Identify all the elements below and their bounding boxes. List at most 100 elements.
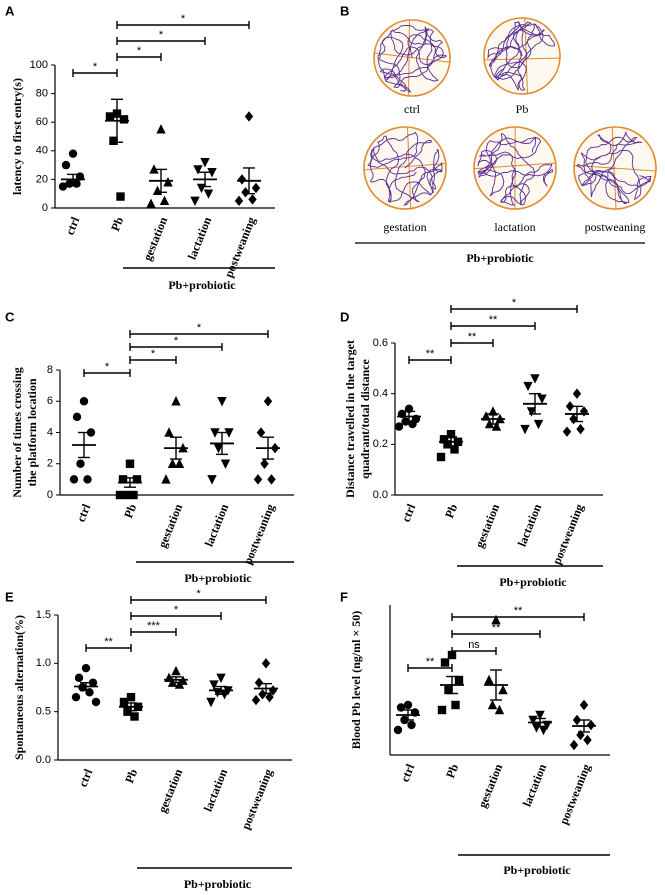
data-point [149, 164, 159, 174]
arena-axis [408, 19, 410, 97]
data-point [491, 421, 502, 431]
data-point [436, 452, 446, 462]
sem-bar [534, 717, 546, 728]
sem-bar [67, 173, 79, 186]
data-point [586, 719, 596, 731]
data-point [562, 426, 572, 437]
panel-letter: E [5, 589, 14, 604]
y-axis-label: Blood Pb level (ng/ml × 50) [349, 611, 363, 750]
sem-bar [124, 477, 136, 488]
y-tick-label: 0.4 [373, 388, 388, 400]
data-point [258, 689, 267, 700]
data-point [244, 111, 254, 122]
arena-axis [483, 57, 561, 61]
data-point [253, 474, 263, 485]
data-point [164, 427, 174, 437]
significance-label: * [174, 335, 179, 347]
arena-axis [406, 126, 412, 210]
data-point [251, 182, 261, 194]
group-label: Pb+probiotic [184, 877, 252, 891]
y-axis-label: the platform location [25, 378, 39, 486]
data-point [193, 165, 203, 175]
data-point [394, 422, 404, 431]
sem-bar [170, 436, 182, 460]
swim-path [477, 132, 554, 206]
data-point [65, 179, 74, 188]
x-tick-label: Pb [443, 762, 461, 781]
data-point [174, 458, 185, 468]
group-label: Pb+probiotic [184, 571, 252, 585]
arena-axis [524, 17, 528, 95]
x-tick-label: gestation [155, 502, 185, 550]
data-point [72, 412, 82, 422]
data-point [220, 459, 231, 469]
data-point [237, 174, 247, 185]
data-point [530, 374, 540, 384]
significance-label: ** [104, 636, 113, 648]
data-point [437, 705, 447, 715]
data-point [251, 694, 261, 706]
data-point [248, 194, 257, 205]
data-point [81, 663, 91, 673]
y-tick-label: 6 [47, 395, 53, 407]
sem-bar [125, 702, 137, 712]
y-tick-label: 40 [36, 145, 48, 157]
data-point [122, 490, 131, 500]
x-tick-label: lactation [185, 215, 215, 262]
swim-path [367, 131, 443, 206]
data-point [261, 658, 271, 669]
data-point [538, 725, 549, 736]
data-point [444, 685, 453, 695]
arena-label: Pb [516, 102, 529, 116]
significance-label: ** [426, 348, 435, 360]
data-point [267, 474, 276, 485]
data-point [161, 474, 171, 484]
data-point [217, 397, 227, 407]
data-point [119, 115, 129, 124]
data-point [451, 700, 460, 710]
x-tick-label: postweaning [238, 767, 275, 832]
sem-bar [490, 669, 502, 701]
data-point [200, 158, 210, 168]
swim-path [487, 20, 555, 91]
x-tick-label: lactation [201, 767, 231, 814]
data-point [125, 459, 135, 468]
significance-label: * [93, 61, 98, 73]
significance-label: ** [489, 314, 498, 326]
data-point [498, 684, 508, 695]
significance-label: * [105, 361, 110, 373]
significance-label: ns [468, 639, 480, 651]
data-point [171, 396, 181, 406]
data-point [224, 428, 234, 438]
x-tick-label: gestation [475, 762, 505, 810]
panel-letter: B [340, 3, 349, 18]
sem-bar [445, 436, 457, 448]
x-tick-label: postweaning [556, 762, 593, 827]
y-tick-label: 0 [47, 489, 53, 501]
data-point [71, 692, 81, 702]
data-point [484, 674, 494, 685]
significance-label: * [159, 29, 164, 41]
data-point [407, 720, 416, 730]
arena-label: gestation [383, 220, 426, 234]
y-tick-label: 1.5 [36, 609, 51, 621]
x-tick-label: postweaning [221, 215, 258, 280]
y-tick-label: 100 [30, 59, 48, 71]
data-point [116, 192, 125, 201]
x-tick-label: Pb [442, 502, 460, 521]
data-point [171, 665, 181, 676]
sem-bar [215, 685, 227, 695]
sem-bar [80, 681, 92, 692]
data-point [234, 195, 244, 207]
x-tick-label: gestation [140, 215, 170, 263]
y-axis-label: Spontaneous alternation(%) [12, 615, 26, 760]
sem-bar [403, 410, 415, 423]
sem-bar [402, 709, 414, 721]
sem-bar [487, 413, 499, 425]
data-point [69, 475, 79, 484]
sem-bar [578, 719, 590, 733]
data-point [487, 699, 498, 710]
x-tick-label: lactation [202, 502, 232, 549]
y-tick-label: 1.0 [36, 657, 51, 669]
